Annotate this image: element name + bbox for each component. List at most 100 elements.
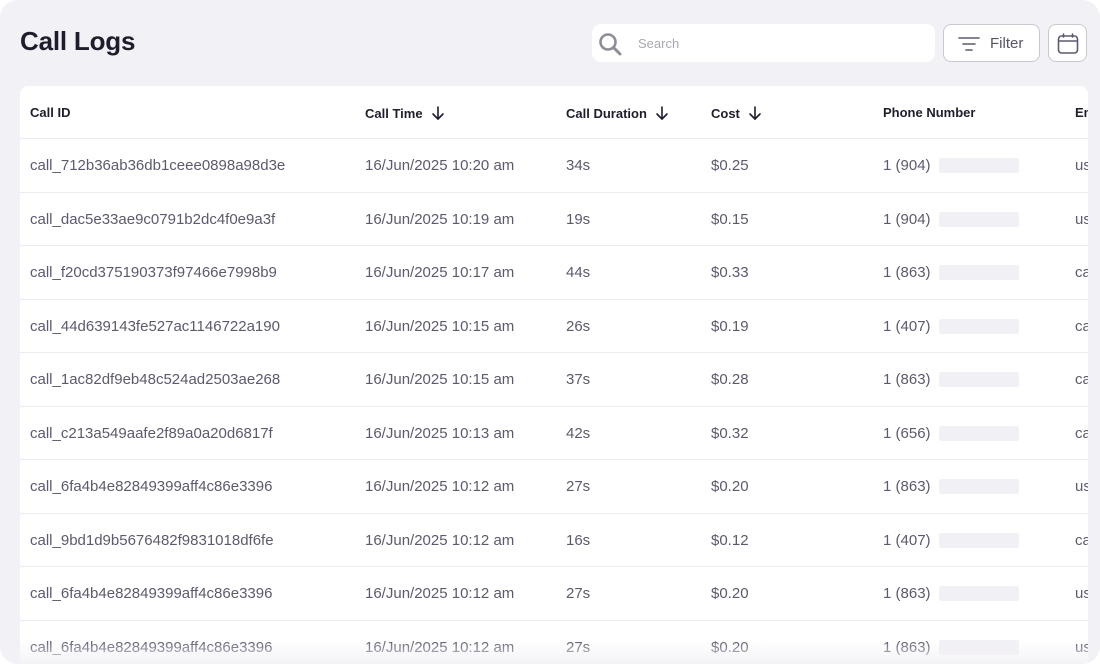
column-header-phone-number: Phone Number: [883, 105, 975, 120]
cell-call-id: call_6fa4b4e82849399aff4c86e3396: [30, 585, 273, 602]
cell-phone-number: 1 (863): [883, 585, 931, 602]
cell-cost: $0.15: [711, 210, 749, 228]
cell-em: ca: [1075, 317, 1088, 335]
cell-call-time: 16/Jun/2025 10:17 am: [365, 264, 515, 281]
filter-button-label: Filter: [990, 35, 1024, 52]
table-row[interactable]: call_f20cd375190373f97466e7998b9 16/Jun/2…: [20, 246, 1088, 300]
filter-icon: [958, 37, 980, 51]
cell-em: us: [1075, 157, 1088, 174]
cell-call-duration: 26s: [566, 317, 591, 335]
call-logs-table: Call ID Call Time Call Duration Cost: [20, 86, 1088, 664]
cell-cost: $0.19: [711, 317, 749, 335]
cell-call-id: call_1ac82df9eb48c524ad2503ae268: [30, 371, 281, 388]
cell-em: ca: [1075, 264, 1088, 281]
cell-call-time: 16/Jun/2025 10:12 am: [365, 531, 515, 549]
cell-call-time: 16/Jun/2025 10:19 am: [365, 210, 515, 228]
cell-cost: $0.20: [711, 638, 749, 656]
cell-cost: $0.33: [711, 264, 749, 281]
filter-button[interactable]: Filter: [943, 24, 1040, 62]
phone-number-redaction: [939, 639, 1019, 655]
page-title: Call Logs: [20, 26, 136, 56]
cell-phone-number: 1 (863): [883, 264, 931, 281]
table-row[interactable]: call_44d639143fe527ac1146722a190 16/Jun/2…: [20, 300, 1088, 353]
cell-cost: $0.20: [711, 478, 749, 495]
table-row[interactable]: call_6fa4b4e82849399aff4c86e3396 16/Jun/2…: [20, 460, 1088, 514]
table-row[interactable]: call_1ac82df9eb48c524ad2503ae268 16/Jun/2…: [20, 353, 1088, 407]
search-icon: [599, 33, 622, 56]
cell-call-time: 16/Jun/2025 10:15 am: [365, 371, 515, 388]
date-picker-button[interactable]: [1048, 24, 1087, 62]
cell-call-time: 16/Jun/2025 10:12 am: [365, 585, 515, 602]
cell-em: ca: [1075, 531, 1088, 549]
table-row[interactable]: call_9bd1d9b5676482f9831018df6fe 16/Jun/2…: [20, 514, 1088, 567]
cell-em: us: [1075, 478, 1088, 495]
cell-call-id: call_9bd1d9b5676482f9831018df6fe: [30, 531, 274, 549]
column-header-cost[interactable]: Cost: [711, 105, 762, 121]
column-header-call-id: Call ID: [30, 105, 70, 120]
cell-em: ca: [1075, 424, 1088, 442]
column-header-em: Em: [1075, 105, 1088, 120]
cell-call-id: call_dac5e33ae9c0791b2dc4f0e9a3f: [30, 210, 276, 228]
cell-call-id: call_44d639143fe527ac1146722a190: [30, 317, 280, 335]
cell-call-time: 16/Jun/2025 10:20 am: [365, 157, 515, 174]
cell-cost: $0.28: [711, 371, 749, 388]
cell-call-duration: 37s: [566, 371, 591, 388]
cell-call-id: call_c213a549aafe2f89a0a20d6817f: [30, 424, 273, 442]
cell-phone-number: 1 (904): [883, 157, 931, 174]
cell-cost: $0.12: [711, 531, 749, 549]
cell-phone-number: 1 (656): [883, 424, 931, 442]
cell-phone-number: 1 (863): [883, 371, 931, 388]
column-header-label: Cost: [711, 105, 740, 121]
cell-em: us: [1075, 210, 1088, 228]
cell-call-duration: 44s: [566, 264, 591, 281]
sort-arrow-down-icon[interactable]: [655, 105, 669, 121]
cell-call-duration: 27s: [566, 478, 591, 495]
cell-em: us: [1075, 585, 1088, 602]
cell-call-duration: 34s: [566, 157, 591, 174]
cell-call-duration: 19s: [566, 210, 591, 228]
phone-number-redaction: [939, 372, 1019, 387]
cell-phone-number: 1 (863): [883, 478, 931, 495]
cell-em: us: [1075, 638, 1088, 656]
sort-arrow-down-icon[interactable]: [431, 105, 445, 121]
cell-call-time: 16/Jun/2025 10:13 am: [365, 424, 515, 442]
cell-call-duration: 27s: [566, 638, 591, 656]
phone-number-redaction: [939, 265, 1019, 280]
cell-phone-number: 1 (863): [883, 638, 931, 656]
column-header-label: Call Duration: [566, 105, 647, 121]
cell-cost: $0.32: [711, 424, 749, 442]
cell-call-duration: 27s: [566, 585, 591, 602]
sort-arrow-down-icon[interactable]: [748, 105, 762, 121]
cell-call-id: call_6fa4b4e82849399aff4c86e3396: [30, 478, 273, 495]
column-header-label: Phone Number: [883, 105, 976, 120]
cell-call-id: call_f20cd375190373f97466e7998b9: [30, 264, 277, 281]
column-header-label: Call Time: [365, 105, 423, 121]
cell-phone-number: 1 (407): [883, 531, 931, 549]
table-row[interactable]: call_c213a549aafe2f89a0a20d6817f 16/Jun/2…: [20, 407, 1088, 460]
table-row[interactable]: call_6fa4b4e82849399aff4c86e3396 16/Jun/2…: [20, 621, 1088, 664]
cell-cost: $0.25: [711, 157, 749, 174]
phone-number-redaction: [939, 158, 1019, 173]
table-row[interactable]: call_6fa4b4e82849399aff4c86e3396 16/Jun/2…: [20, 567, 1088, 621]
phone-number-redaction: [939, 532, 1019, 548]
phone-number-redaction: [939, 211, 1019, 227]
table-row[interactable]: call_712b36ab36db1ceee0898a98d3e 16/Jun/2…: [20, 139, 1088, 193]
table-header-row: Call ID Call Time Call Duration Cost: [20, 86, 1088, 139]
column-header-call-duration[interactable]: Call Duration: [566, 105, 669, 121]
cell-phone-number: 1 (407): [883, 317, 931, 335]
cell-phone-number: 1 (904): [883, 210, 931, 228]
phone-number-redaction: [939, 586, 1019, 601]
calendar-icon: [1057, 33, 1079, 54]
search-box[interactable]: [592, 24, 935, 62]
cell-call-time: 16/Jun/2025 10:12 am: [365, 638, 515, 656]
phone-number-redaction: [939, 425, 1019, 441]
table-row[interactable]: call_dac5e33ae9c0791b2dc4f0e9a3f 16/Jun/2…: [20, 193, 1088, 246]
column-header-label: Em: [1075, 105, 1088, 120]
search-input[interactable]: [638, 24, 918, 62]
cell-call-time: 16/Jun/2025 10:12 am: [365, 478, 515, 495]
column-header-call-time[interactable]: Call Time: [365, 105, 445, 121]
cell-call-duration: 42s: [566, 424, 591, 442]
cell-call-id: call_6fa4b4e82849399aff4c86e3396: [30, 638, 273, 656]
cell-call-duration: 16s: [566, 531, 591, 549]
